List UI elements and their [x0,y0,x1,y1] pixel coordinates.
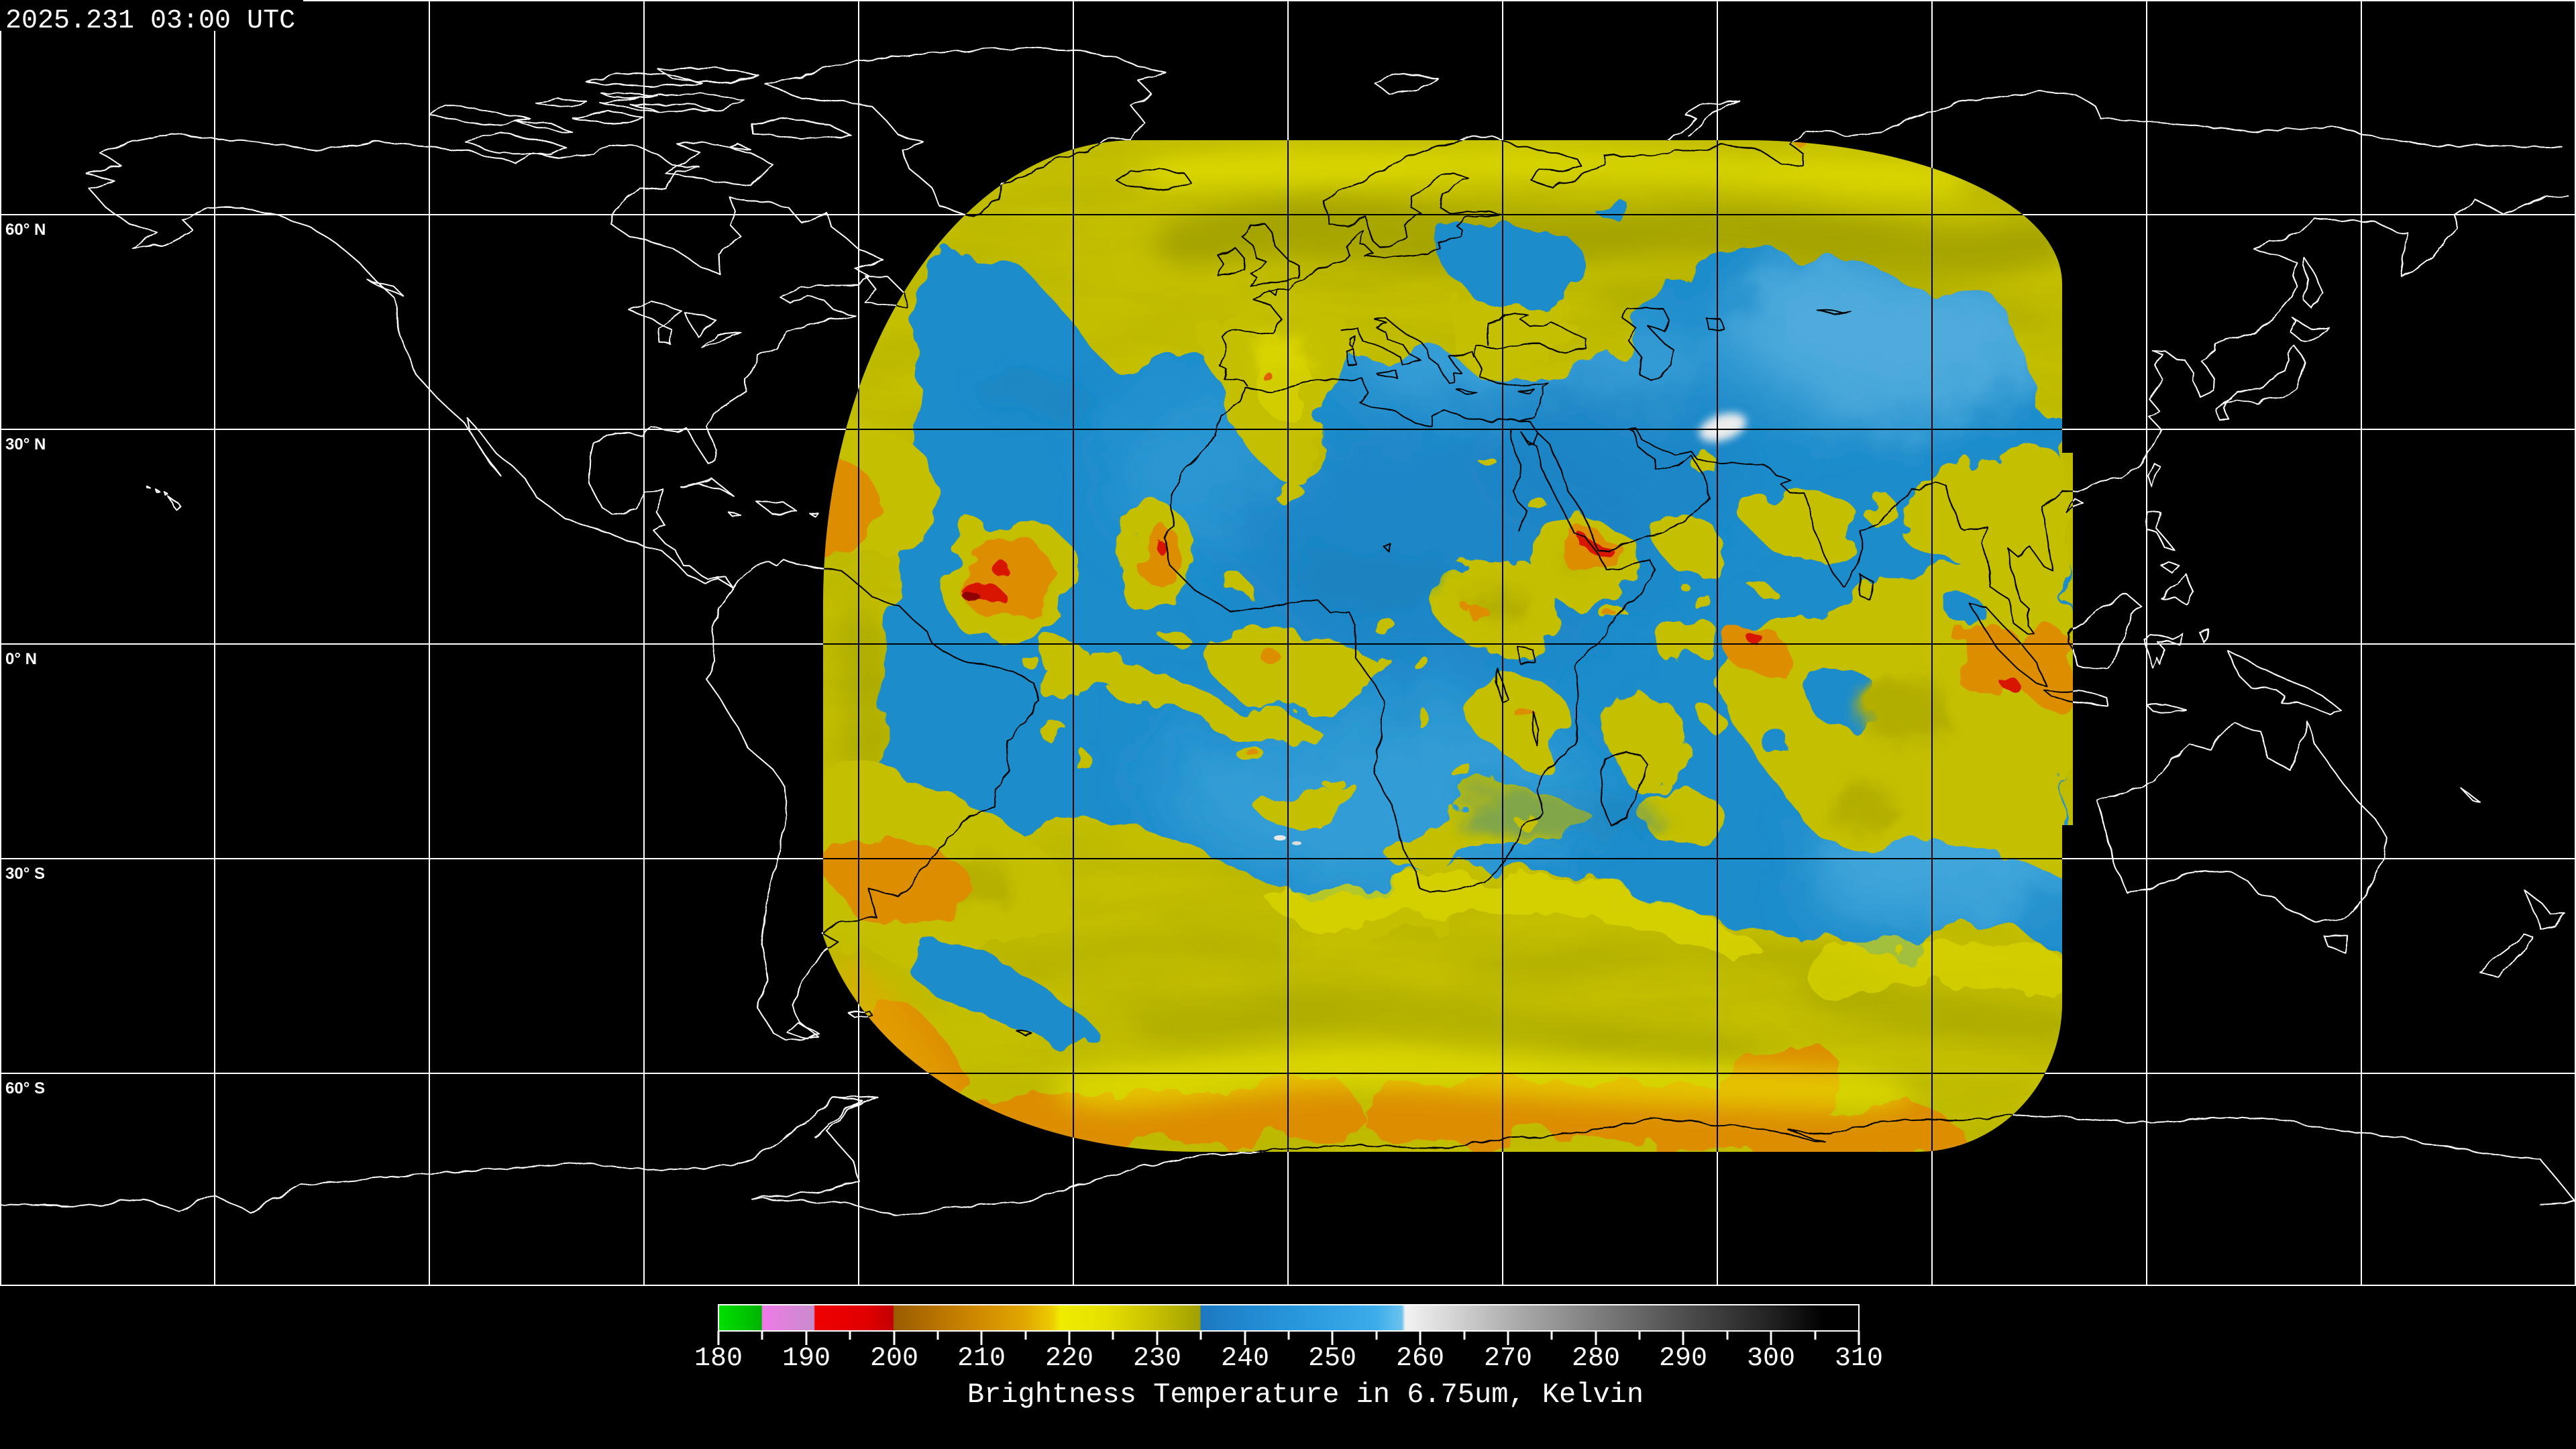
svg-text:280: 280 [1572,1344,1620,1374]
svg-text:290: 290 [1659,1344,1707,1374]
svg-text:310: 310 [1835,1344,1883,1374]
svg-text:180: 180 [694,1344,743,1374]
svg-text:2025.231 03:00 UTC: 2025.231 03:00 UTC [5,6,295,36]
svg-text:60° N: 60° N [5,221,46,239]
svg-text:190: 190 [782,1344,830,1374]
svg-text:60° S: 60° S [5,1079,45,1097]
svg-text:300: 300 [1747,1344,1795,1374]
svg-text:230: 230 [1133,1344,1181,1374]
svg-text:210: 210 [957,1344,1006,1374]
svg-text:Brightness Temperature in 6.75: Brightness Temperature in 6.75um, Kelvin [967,1379,1644,1411]
svg-text:0° N: 0° N [5,650,37,668]
svg-text:270: 270 [1484,1344,1532,1374]
svg-text:240: 240 [1221,1344,1269,1374]
svg-text:30° N: 30° N [5,435,46,453]
svg-text:220: 220 [1045,1344,1093,1374]
svg-text:250: 250 [1308,1344,1356,1374]
svg-text:30° S: 30° S [5,865,45,883]
svg-text:200: 200 [870,1344,918,1374]
svg-text:260: 260 [1396,1344,1444,1374]
